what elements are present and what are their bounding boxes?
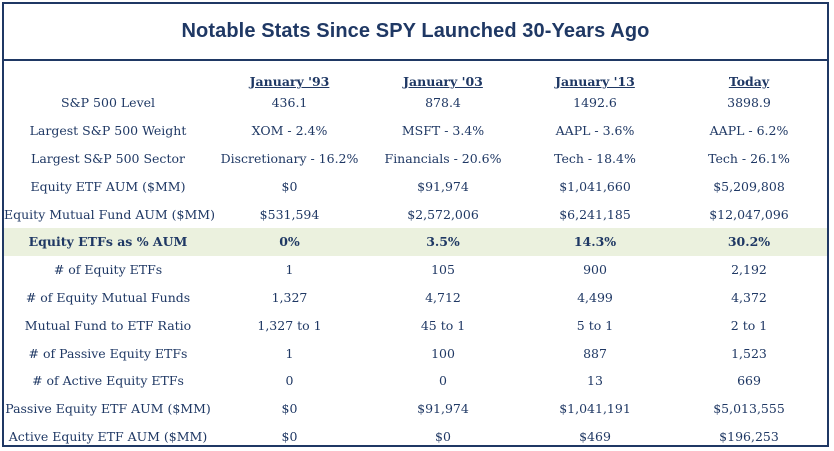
cell-value: $469 xyxy=(579,428,611,444)
table-row: S&P 500 Level 436.1 878.4 1492.6 3898.9 xyxy=(4,89,827,117)
cell-value: $12,047,096 xyxy=(709,206,789,222)
row-label: Largest S&P 500 Weight xyxy=(29,123,187,139)
cell-value: 1,327 to 1 xyxy=(257,317,322,333)
row-label: # of Active Equity ETFs xyxy=(32,373,184,389)
cell-value: 0% xyxy=(212,227,367,256)
cell-value: 3.5% xyxy=(367,227,519,256)
cell-value: 0 xyxy=(439,373,447,389)
cell-value: 14.3% xyxy=(519,227,671,256)
cell-value: 1 xyxy=(285,262,294,278)
cell-value: 1,327 xyxy=(271,289,308,305)
row-label: Largest S&P 500 Sector xyxy=(31,150,185,166)
cell-value: 1 xyxy=(285,345,294,361)
cell-value: 878.4 xyxy=(425,95,461,111)
header-label-blank xyxy=(4,61,212,89)
cell-value: 45 to 1 xyxy=(420,317,466,333)
stats-table-frame: Notable Stats Since SPY Launched 30-Year… xyxy=(2,2,829,447)
cell-value: $0 xyxy=(435,428,451,444)
cell-value: $0 xyxy=(281,401,298,417)
cell-value: $91,974 xyxy=(417,401,469,417)
cell-value: $2,572,006 xyxy=(407,206,479,222)
cell-value: 2,192 xyxy=(731,262,767,278)
cell-value: 13 xyxy=(587,373,603,389)
cell-value: $0 xyxy=(281,428,298,444)
cell-value: Tech - 18.4% xyxy=(554,150,636,166)
cell-value: AAPL - 3.6% xyxy=(555,123,635,139)
row-label: Passive Equity ETF AUM ($MM) xyxy=(5,401,211,417)
row-label: S&P 500 Level xyxy=(60,95,156,111)
cell-value: 5 to 1 xyxy=(576,317,614,333)
header-jan-03: January '03 xyxy=(403,74,483,89)
cell-value: $5,209,808 xyxy=(713,178,785,194)
cell-value: Tech - 26.1% xyxy=(708,150,790,166)
header-jan-93: January '93 xyxy=(249,74,330,89)
cell-value: 30.2% xyxy=(671,227,827,256)
cell-value: 900 xyxy=(583,262,607,278)
table-row: Mutual Fund to ETF Ratio 1,327 to 1 45 to … xyxy=(4,311,827,339)
cell-value: 0 xyxy=(285,373,294,389)
cell-value: 105 xyxy=(431,262,455,278)
table-row: Largest S&P 500 Sector Discretionary - 16… xyxy=(4,145,827,173)
header-row: January '93 January '03 January '13 Toda… xyxy=(4,61,827,89)
row-label: # of Equity ETFs xyxy=(53,262,163,278)
cell-value: $5,013,555 xyxy=(713,401,785,417)
cell-value: 100 xyxy=(431,345,455,361)
cell-value: 4,712 xyxy=(425,289,461,305)
table-row: # of Equity Mutual Funds 1,327 4,712 4,499 4… xyxy=(4,284,827,312)
cell-value: $0 xyxy=(281,178,298,194)
stats-table: January '93 January '03 January '13 Toda… xyxy=(4,61,827,450)
cell-value: 3898.9 xyxy=(727,95,771,111)
cell-value: $196,253 xyxy=(719,428,779,444)
cell-value: $1,041,660 xyxy=(559,178,631,194)
cell-value: $531,594 xyxy=(259,206,320,222)
cell-value: 1492.6 xyxy=(573,95,617,111)
table-row: Passive Equity ETF AUM ($MM) $0 $91,974 $1,… xyxy=(4,395,827,423)
cell-value: 436.1 xyxy=(271,95,308,111)
row-label: Equity ETFs as % AUM xyxy=(4,227,212,256)
table-row: Equity ETF AUM ($MM) $0 $91,974 $1,041,660 $… xyxy=(4,172,827,200)
row-label: # of Passive Equity ETFs xyxy=(28,345,188,361)
row-label: Equity ETF AUM ($MM) xyxy=(30,178,186,194)
row-label: Equity Mutual Fund AUM ($MM) xyxy=(4,206,215,222)
cell-value: Discretionary - 16.2% xyxy=(220,150,359,166)
row-label: Mutual Fund to ETF Ratio xyxy=(24,317,192,333)
table-title: Notable Stats Since SPY Launched 30-Year… xyxy=(4,4,827,61)
cell-value: 1,523 xyxy=(731,345,767,361)
row-label: # of Equity Mutual Funds xyxy=(25,289,191,305)
cell-value: AAPL - 6.2% xyxy=(709,123,789,139)
table-row: # of Passive Equity ETFs 1 100 887 1,523 xyxy=(4,339,827,367)
table-row: Largest S&P 500 Weight XOM - 2.4% MSFT - 3… xyxy=(4,117,827,145)
table-row: # of Active Equity ETFs 0 0 13 669 xyxy=(4,367,827,395)
cell-value: XOM - 2.4% xyxy=(251,123,328,139)
cell-value: MSFT - 3.4% xyxy=(401,123,485,139)
table-row: Equity Mutual Fund AUM ($MM) $531,594 $2,5… xyxy=(4,200,827,228)
cell-value: 4,372 xyxy=(731,289,767,305)
header-today: Today xyxy=(728,74,770,89)
cell-value: $6,241,185 xyxy=(559,206,631,222)
row-label: Active Equity ETF AUM ($MM) xyxy=(8,428,208,444)
cell-value: Financials - 20.6% xyxy=(384,150,502,166)
header-jan-13: January '13 xyxy=(555,74,635,89)
cell-value: $91,974 xyxy=(417,178,469,194)
cell-value: 887 xyxy=(583,345,607,361)
cell-value: 669 xyxy=(737,373,761,389)
cell-value: $1,041,191 xyxy=(559,401,631,417)
table-row: Active Equity ETF AUM ($MM) $0 $0 $469 $196,… xyxy=(4,423,827,451)
cell-value: 4,499 xyxy=(577,289,613,305)
table-row: # of Equity ETFs 1 105 900 2,192 xyxy=(4,256,827,284)
cell-value: 2 to 1 xyxy=(730,317,768,333)
table-row: Equity ETFs as % AUM 0% 3.5% 14.3% 30.2% xyxy=(4,227,827,256)
